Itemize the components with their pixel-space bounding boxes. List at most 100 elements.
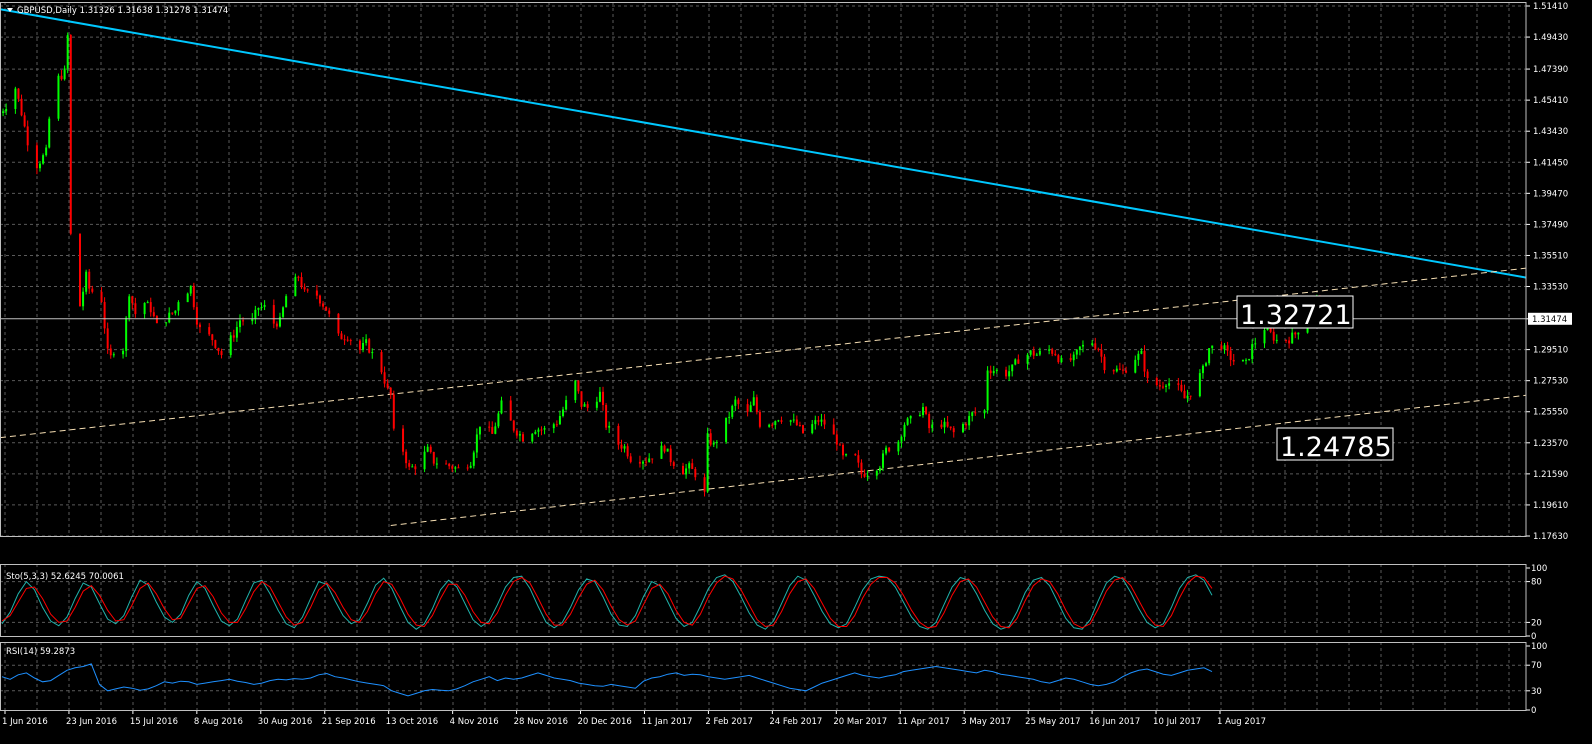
- y-tick-label: 20: [1531, 618, 1542, 628]
- candle-body: [583, 404, 586, 407]
- candle-body: [1091, 343, 1094, 345]
- x-tick-label: 10 Jul 2017: [1153, 717, 1201, 727]
- candle-body: [574, 380, 577, 401]
- candle-body: [414, 466, 417, 470]
- candle-body: [878, 467, 881, 471]
- trendline-channel[interactable]: [0, 267, 1527, 439]
- candle-body: [328, 310, 331, 314]
- candle-body: [925, 407, 928, 415]
- candle-body: [411, 466, 414, 468]
- candle-body: [1038, 350, 1041, 355]
- price-grid: [0, 2, 1526, 537]
- candle-body: [688, 463, 691, 469]
- candle-body: [500, 400, 503, 414]
- candle-body: [1186, 395, 1189, 399]
- candle-body: [512, 420, 515, 431]
- candle-body: [1118, 368, 1121, 370]
- candle-body: [362, 342, 365, 350]
- candle-body: [38, 163, 41, 169]
- candle-body: [857, 455, 860, 463]
- candle-body: [1125, 370, 1128, 373]
- indicator-line: [1, 574, 1213, 630]
- candle-body: [451, 466, 454, 469]
- candle-body: [60, 75, 63, 80]
- candle-body: [109, 348, 112, 356]
- candle-body: [380, 352, 383, 373]
- candle-body: [466, 467, 469, 469]
- y-tick-label: 1.27530: [1533, 377, 1568, 387]
- candle-body: [552, 424, 555, 429]
- x-tick-label: 21 Sep 2016: [322, 717, 376, 727]
- candle-body: [986, 370, 989, 411]
- candle-body: [1005, 369, 1008, 377]
- annotation-text: 1.24785: [1280, 432, 1392, 463]
- candle-body: [1229, 350, 1232, 360]
- stochastic-y-axis: 100 80 20 0: [1526, 564, 1547, 642]
- candle-body: [1223, 345, 1226, 350]
- candle-body: [251, 318, 254, 322]
- candle-body: [1205, 363, 1208, 366]
- candle-body: [866, 475, 869, 477]
- candle-body: [777, 420, 780, 422]
- rsi-y-axis: 100 70 30 0: [1526, 642, 1547, 716]
- candle-body: [522, 434, 525, 442]
- candle-body: [663, 445, 666, 452]
- stochastic-header-text: Sto(5,3,3) 52.6245 70.0061: [6, 572, 124, 582]
- candle-body: [278, 316, 281, 327]
- candle-body: [23, 115, 26, 127]
- candle-body: [491, 427, 494, 434]
- price-annotation-label[interactable]: 1.24785: [1276, 427, 1394, 463]
- candle-body: [208, 327, 211, 335]
- candle-body: [448, 463, 451, 467]
- candle-body: [1060, 357, 1063, 363]
- candle-body: [749, 405, 752, 412]
- candle-body: [595, 401, 598, 408]
- y-tick-label: 1.25550: [1533, 408, 1568, 418]
- y-tick-label: 1.45410: [1533, 96, 1568, 106]
- candle-body: [1269, 326, 1272, 332]
- candle-body: [26, 126, 29, 146]
- y-tick-label: 1.21590: [1533, 470, 1568, 480]
- candle-body: [565, 400, 568, 410]
- trendline-channel[interactable]: [390, 394, 1527, 526]
- candle-body: [709, 433, 712, 445]
- candle-body: [152, 312, 155, 317]
- price-trendlines[interactable]: [0, 8, 1527, 526]
- y-tick-label: 1.49430: [1533, 33, 1568, 43]
- candle-body: [1097, 348, 1100, 350]
- candle-body: [408, 463, 411, 467]
- candle-body: [971, 412, 974, 417]
- y-tick-label: 1.17630: [1533, 532, 1568, 542]
- candle-body: [85, 271, 88, 292]
- candle-body: [306, 289, 309, 291]
- candle-body: [48, 118, 51, 148]
- candle-body: [1115, 368, 1118, 372]
- current-price-badge: [1528, 312, 1572, 325]
- x-tick-label: 25 May 2017: [1025, 717, 1080, 727]
- candle-body: [946, 421, 949, 427]
- candle-body: [758, 412, 761, 427]
- candle-body: [1158, 385, 1161, 387]
- candle-body: [186, 293, 189, 303]
- price-annotation-label[interactable]: 1.32721: [1236, 295, 1354, 331]
- candle-body: [1155, 378, 1158, 386]
- trendline-resistance[interactable]: [0, 8, 1527, 279]
- candle-body: [125, 317, 128, 351]
- price-annotations[interactable]: 1.32721 1.24785: [1236, 295, 1394, 463]
- candle-body: [1165, 385, 1168, 387]
- candle-body: [620, 444, 623, 449]
- candle-body: [706, 433, 709, 492]
- candle-body: [1054, 353, 1057, 356]
- candle-body: [792, 419, 795, 421]
- candle-body: [1198, 373, 1201, 397]
- price-y-axis: 1.51410 1.49430 1.47390 1.45410 1.43430 1.414…: [1526, 2, 1572, 542]
- candle-body: [854, 454, 857, 456]
- candle-body: [626, 446, 629, 457]
- candle-body: [1051, 349, 1054, 354]
- candle-body: [497, 413, 500, 427]
- candle-body: [897, 441, 900, 452]
- candle-body: [389, 387, 392, 395]
- dropdown-triangle-icon[interactable]: [7, 8, 13, 12]
- candle-body: [134, 303, 137, 315]
